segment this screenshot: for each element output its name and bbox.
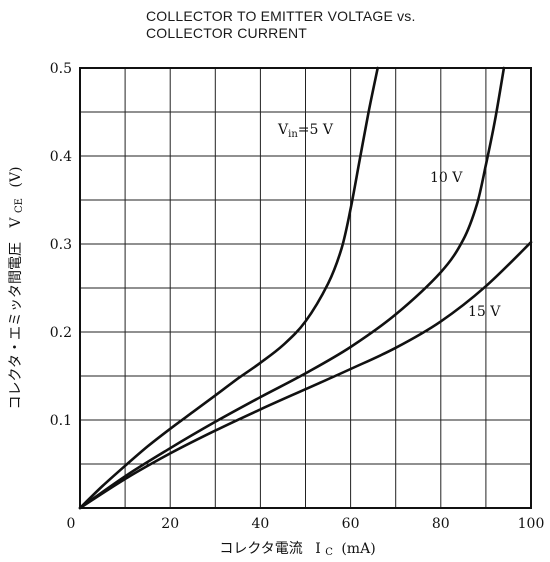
y-axis-label-subscript: CE [14,198,25,213]
x-axis-label-subscript: C [325,547,333,558]
chart-title-line-1: COLLECTOR TO EMITTER VOLTAGE vs. [146,8,416,24]
y-tick-labels: 0.1 0.2 0.3 0.4 0.5 [50,61,72,429]
x-tick-label: 20 [161,516,179,532]
x-axis-label-symbol: I [315,541,321,557]
series-label-3: 15 V [468,304,501,320]
series-line-1 [78,66,379,510]
series-label-1: Vin=5 V [277,122,334,140]
series-line-3 [78,240,533,510]
series-line-2 [78,66,506,510]
series-label-2: 10 V [430,170,463,186]
x-axis-label-unit: (mA) [341,541,375,557]
grid-lines [80,68,531,508]
series-labels: Vin=5 V 10 V 15 V [277,122,501,320]
plot-frame [79,67,532,509]
y-axis-label: コレクタ・エミッタ間電圧 V CE (V) [8,167,26,410]
x-tick-label: 80 [432,516,450,532]
x-tick-label: 100 [518,516,545,532]
x-tick-label: 40 [251,516,269,532]
x-tick-label: 0 [67,516,76,532]
y-axis-label-unit: (V) [8,167,24,188]
y-axis-label-symbol: V [8,217,24,229]
x-tick-label: 60 [342,516,360,532]
chart-title-line-2: COLLECTOR CURRENT [146,25,308,41]
x-axis-label-text: コレクタ電流 [219,541,302,557]
y-tick-label: 0.1 [50,413,72,429]
series-lines [78,66,533,510]
y-tick-label: 0.3 [50,237,72,253]
chart-title: COLLECTOR TO EMITTER VOLTAGE vs. COLLECT… [146,8,416,42]
y-tick-label: 0.5 [50,61,72,77]
y-tick-label: 0.4 [50,149,72,165]
x-tick-labels: 0 20 40 60 80 100 [67,516,545,532]
x-axis-label: コレクタ電流 I C (mA) [219,541,375,559]
y-axis-label-text: コレクタ・エミッタ間電圧 [8,242,24,409]
y-tick-label: 0.2 [50,325,72,341]
